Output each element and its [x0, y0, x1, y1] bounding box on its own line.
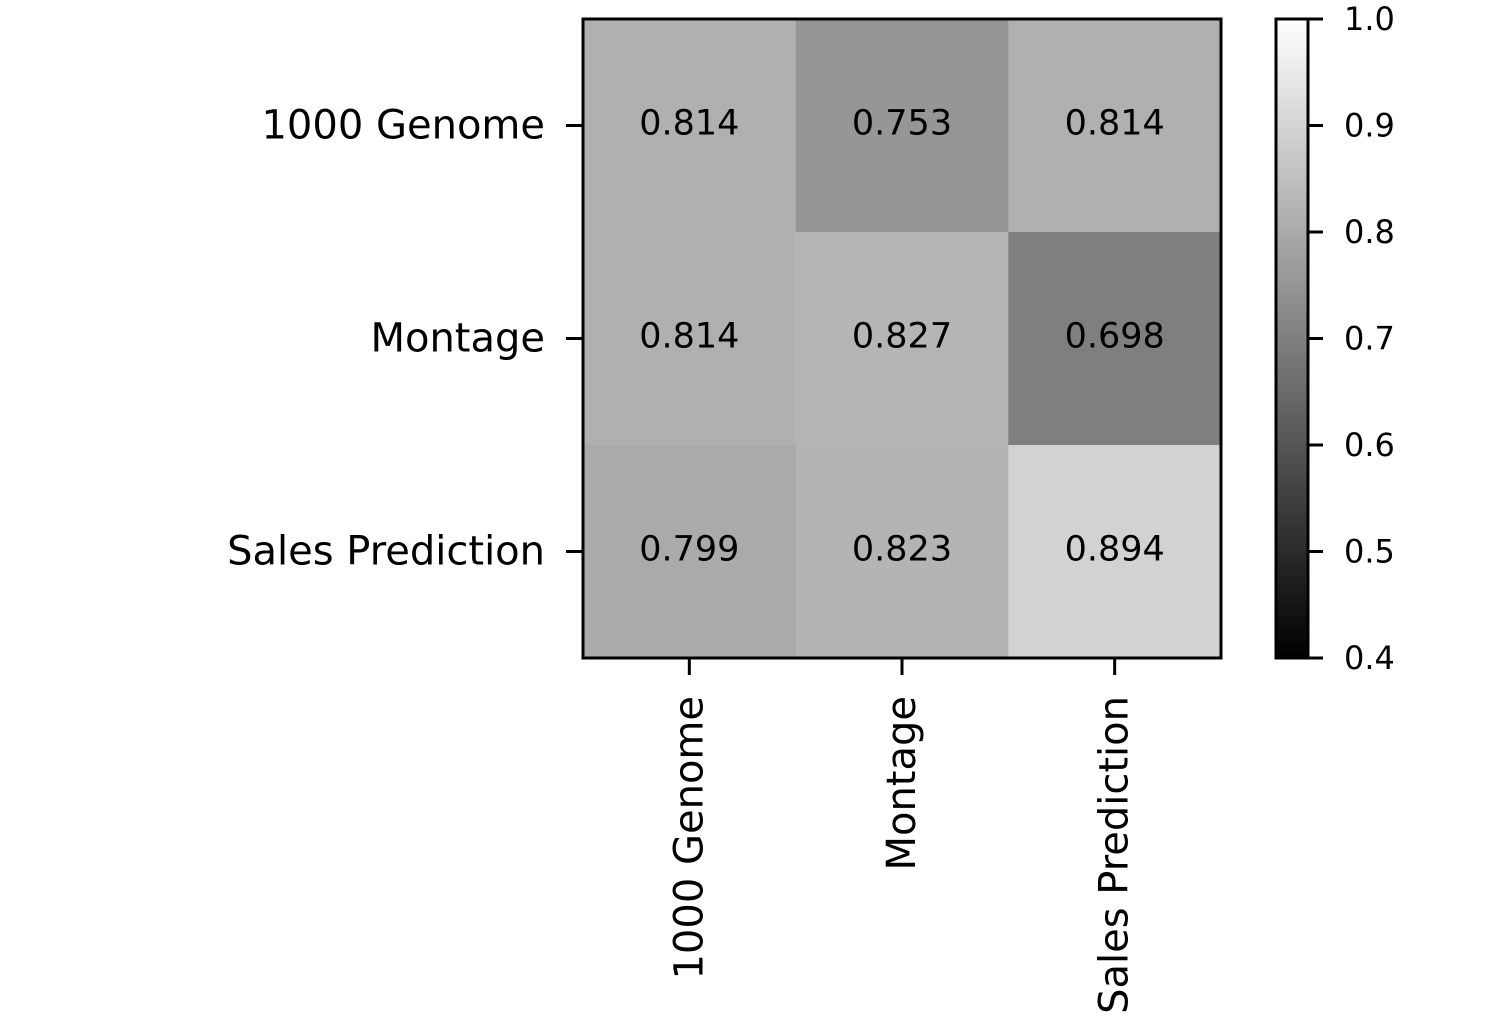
x-tick-label: Montage: [879, 696, 925, 871]
y-tick-label: Montage: [370, 316, 545, 362]
heatmap-cell: [795, 19, 1009, 233]
y-tick-label: 1000 Genome: [261, 103, 545, 149]
heatmap-cell: [1008, 445, 1222, 659]
x-tick-label: Sales Prediction: [1092, 696, 1138, 1014]
heatmap-cell: [795, 232, 1009, 446]
heatmap-cell: [583, 232, 797, 446]
heatmap-cell: [1008, 232, 1222, 446]
cell-value-labels: 0.814 0.753 0.814 0.814 0.827 0.698 0.799 0.823…: [639, 104, 1165, 570]
heatmap-cell: [583, 19, 797, 233]
cell-value-label: 0.894: [1065, 530, 1165, 570]
cell-value-label: 0.698: [1065, 317, 1165, 357]
cell-value-label: 0.827: [852, 317, 952, 357]
cell-value-label: 0.814: [1065, 104, 1165, 144]
colorbar-gradient: [1276, 19, 1308, 658]
cell-value-label: 0.753: [852, 104, 952, 144]
colorbar-tick-label: 1.0: [1344, 0, 1395, 38]
heatmap-cell: [1008, 19, 1222, 233]
cell-value-label: 0.799: [639, 530, 739, 570]
x-tick-label: 1000 Genome: [666, 696, 712, 980]
heatmap-cell: [583, 445, 797, 659]
colorbar-tick-label: 0.4: [1344, 639, 1395, 677]
y-axis: 1000 Genome Montage Sales Prediction: [227, 103, 583, 575]
colorbar-tick-label: 0.7: [1344, 320, 1395, 358]
colorbar-tick-label: 0.6: [1344, 426, 1395, 464]
colorbar-tick-label: 0.8: [1344, 213, 1395, 251]
cell-value-label: 0.814: [639, 104, 739, 144]
y-tick-label: Sales Prediction: [227, 529, 545, 575]
colorbar: 1.0 0.9 0.8 0.7 0.6 0.5 0.4: [1274, 0, 1395, 677]
cell-value-label: 0.814: [639, 317, 739, 357]
colorbar-tick-label: 0.5: [1344, 533, 1395, 571]
cell-value-label: 0.823: [852, 530, 952, 570]
heatmap-cells: [583, 19, 1222, 659]
colorbar-ticks: 1.0 0.9 0.8 0.7 0.6 0.5 0.4: [1308, 0, 1395, 677]
heatmap-cell: [795, 445, 1009, 659]
x-axis: 1000 Genome Montage Sales Prediction: [666, 658, 1138, 1014]
colorbar-tick-label: 0.9: [1344, 107, 1395, 145]
